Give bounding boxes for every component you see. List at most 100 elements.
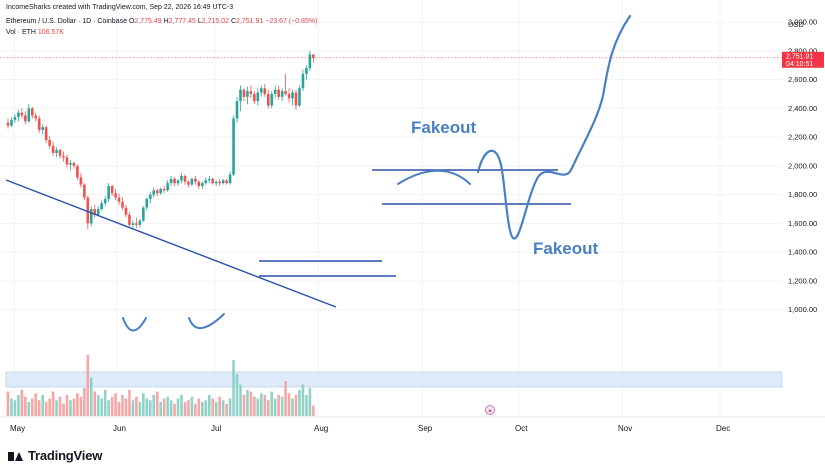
candle-body xyxy=(145,198,149,208)
tradingview-logo-icon xyxy=(8,450,23,461)
candle-body xyxy=(128,214,131,225)
volume-bar xyxy=(235,374,239,416)
candle-body xyxy=(301,73,305,89)
volume-bar xyxy=(89,377,93,416)
candle-body xyxy=(260,88,263,93)
candle-body xyxy=(169,178,173,184)
candle-body xyxy=(228,174,232,184)
volume-bar xyxy=(107,400,110,416)
volume-bar xyxy=(242,395,246,416)
volume-bar xyxy=(58,396,62,416)
candle-body xyxy=(124,207,128,215)
volume-bar xyxy=(145,398,149,416)
candle-body xyxy=(173,178,176,184)
volume-bar xyxy=(124,398,128,416)
volume-bar xyxy=(37,400,41,416)
trendline xyxy=(5,179,337,308)
volume-bar xyxy=(298,389,301,416)
candle-body xyxy=(13,117,17,120)
volume-bar xyxy=(305,395,308,416)
volume-bar xyxy=(93,391,97,416)
volume-bar xyxy=(138,402,142,416)
candle-body xyxy=(280,91,284,97)
left-cup-curve xyxy=(122,317,147,332)
volume-bar xyxy=(239,384,242,416)
volume-bar xyxy=(260,393,263,416)
fakeout-label-top: Fakeout xyxy=(411,118,477,137)
candle-body xyxy=(294,92,298,106)
volume-bar xyxy=(263,395,267,416)
price-tick-label: 2,000.00 xyxy=(788,161,817,170)
close-value: 2,751.91 xyxy=(236,18,264,25)
candle-body xyxy=(121,201,124,208)
candle-body xyxy=(114,193,117,198)
candle-body xyxy=(24,115,27,122)
candle-body xyxy=(183,175,187,182)
volume-bar xyxy=(41,395,44,416)
price-tick-label: 2,200.00 xyxy=(788,133,817,142)
volume-bar xyxy=(121,395,124,416)
volume-bar xyxy=(83,388,86,416)
volume-bar xyxy=(20,389,24,416)
volume-bar xyxy=(266,400,270,416)
candle-body xyxy=(65,157,69,165)
volume-legend[interactable]: Vol · ETH 106.57K xyxy=(6,29,64,36)
price-axis[interactable]: USD3,400.003,200.003,000.002,800.002,600… xyxy=(782,0,824,314)
volume-bar xyxy=(100,398,103,416)
volume-bar xyxy=(176,398,180,416)
volume-bar xyxy=(180,395,183,416)
candle-body xyxy=(62,155,65,158)
time-tick-label: Oct xyxy=(515,424,528,433)
volume-bar xyxy=(256,398,260,416)
volume-bar xyxy=(291,398,294,416)
chart-credit: IncomeSharks created with TradingView.co… xyxy=(6,4,233,11)
time-tick-label: Nov xyxy=(618,424,632,433)
tradingview-brand[interactable]: TradingView xyxy=(8,448,102,463)
volume-bar xyxy=(62,403,65,416)
candle-body xyxy=(159,188,162,194)
candle-body xyxy=(6,122,10,126)
candle-body xyxy=(79,177,83,185)
candle-body xyxy=(204,180,208,184)
candle-body xyxy=(176,180,180,184)
volume-bar xyxy=(114,393,117,416)
time-axis[interactable]: May Jun Jul Aug Sep Oct Nov Dec xyxy=(0,416,825,433)
open-label: O xyxy=(128,18,135,25)
candle-body xyxy=(41,127,44,130)
candle-body xyxy=(249,91,253,94)
volume-bar xyxy=(27,402,31,416)
ohlc-legend[interactable]: Ethereum / U.S. Dollar · 1D · Coinbase O… xyxy=(6,18,317,25)
volume-bar xyxy=(44,402,48,416)
candle-body xyxy=(27,108,31,122)
volume-bar xyxy=(24,396,27,416)
volume-bar xyxy=(117,402,121,416)
volume-bar xyxy=(249,391,253,416)
volume-bar xyxy=(6,391,10,416)
high-value: 2,777.45 xyxy=(168,18,196,25)
symbol-label: Ethereum / U.S. Dollar · 1D · Coinbase xyxy=(6,18,127,25)
candle-body xyxy=(201,183,204,187)
time-tick-label: Sep xyxy=(418,424,433,433)
volume-bar xyxy=(204,400,208,416)
candle-body xyxy=(291,92,294,99)
volume-bar xyxy=(173,403,176,416)
candle-body xyxy=(93,209,97,215)
price-tick-label: 1,200.00 xyxy=(788,276,817,285)
volume-bar xyxy=(312,405,315,416)
volume-bar xyxy=(135,396,138,416)
fakeout-label-bottom: Fakeout xyxy=(533,239,599,258)
volume-bar xyxy=(30,398,34,416)
candle-body xyxy=(277,89,280,97)
volume-value: 106.57K xyxy=(37,29,64,36)
candle-body xyxy=(20,112,24,116)
volume-bar xyxy=(76,393,79,416)
open-value: 2,775.49 xyxy=(134,18,162,25)
time-tick-label: Aug xyxy=(314,424,328,433)
candle-body xyxy=(10,119,13,126)
price-tick-label: 1,400.00 xyxy=(788,248,817,257)
candle-body xyxy=(37,118,41,130)
candle-body xyxy=(86,197,90,224)
right-cup-curve xyxy=(188,313,225,329)
volume-bar xyxy=(72,398,76,416)
